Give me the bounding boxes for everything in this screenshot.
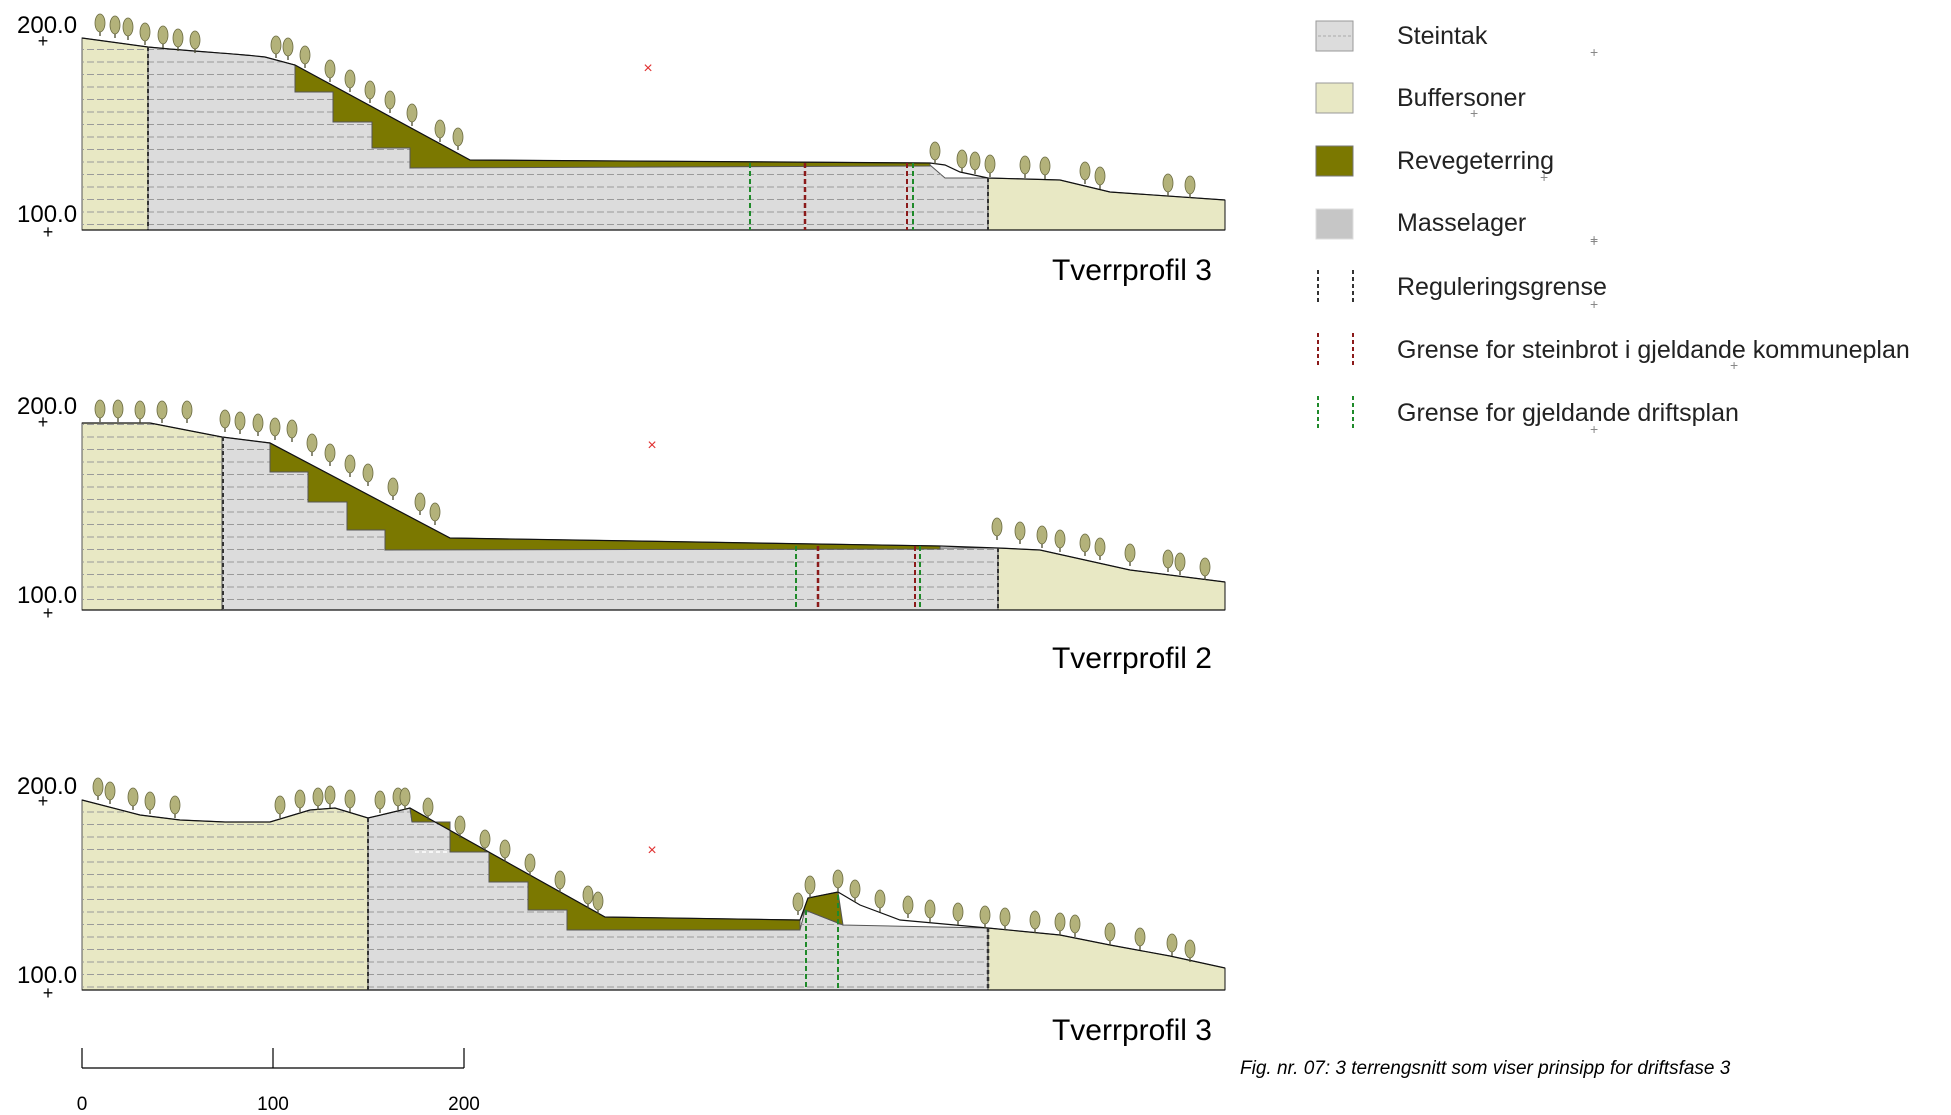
tick-mark: + — [38, 412, 49, 432]
svg-text:+: + — [1470, 105, 1478, 121]
legend-crosshairs: +++ +++ ++ — [1470, 44, 1738, 437]
legend-item-driftsplan: Grense for gjeldande driftsplan — [1317, 396, 1739, 429]
terrain-line — [81, 799, 1226, 969]
scale-bar: 0 100 200 — [77, 1048, 480, 1115]
y-top-label: 200.0 — [17, 12, 77, 39]
y-bottom-label: 100.0 — [17, 962, 77, 989]
legend-item-kommuneplan: Grense for steinbrot i gjeldande kommune… — [1317, 333, 1910, 366]
profile-2: × 200.0 + 100.0 + Tverrprofil 2 — [17, 393, 1226, 675]
revegetation-slope — [409, 807, 801, 931]
tick-mark: + — [43, 222, 54, 242]
hatch-overlay — [82, 423, 998, 610]
buffer-zone-right — [997, 547, 1226, 611]
profile-1: × 200.0 + 100.0 + Tverrprofil 3 — [17, 12, 1226, 287]
legend-label: Steintak — [1397, 22, 1488, 50]
center-marker: × — [647, 437, 656, 454]
profile-3: × 200.0 + 100.0 + Tverrprofil 3 — [17, 773, 1226, 1047]
tick-mark: + — [43, 603, 54, 623]
y-top-label: 200.0 — [17, 393, 77, 420]
legend-label: Revegeterring — [1397, 147, 1554, 175]
svg-text:+: + — [1590, 296, 1598, 312]
y-bottom-label: 100.0 — [17, 582, 77, 609]
y-top-label: 200.0 — [17, 773, 77, 800]
legend: Steintak Buffersoner Revegeterring Masse… — [1315, 20, 1910, 437]
legend-item-masselager: Masselager — [1315, 208, 1526, 240]
legend-swatch — [1315, 145, 1354, 177]
figure-caption: Fig. nr. 07: 3 terrengsnitt som viser pr… — [1240, 1058, 1731, 1079]
center-marker: × — [643, 60, 652, 77]
tick-mark: + — [38, 791, 49, 811]
scale-label: 100 — [257, 1094, 289, 1115]
svg-text:+: + — [1590, 231, 1598, 247]
svg-text:+: + — [1540, 169, 1548, 185]
scale-label: 0 — [77, 1094, 88, 1115]
terrain-line — [81, 37, 1226, 201]
tick-mark: + — [43, 983, 54, 1003]
svg-text:+: + — [1590, 233, 1598, 249]
legend-label: Masselager — [1397, 209, 1526, 237]
legend-swatch — [1315, 82, 1354, 114]
y-bottom-label: 100.0 — [17, 201, 77, 228]
legend-label: Buffersoner — [1397, 84, 1526, 112]
profile-title: Tverrprofil 3 — [1052, 254, 1212, 287]
legend-item-buffersoner: Buffersoner — [1315, 82, 1526, 114]
profile-title: Tverrprofil 3 — [1052, 1014, 1212, 1047]
hatch-overlay — [82, 38, 988, 230]
svg-text:+: + — [1590, 421, 1598, 437]
terrain-line — [82, 422, 1226, 583]
legend-item-steintak: Steintak — [1315, 20, 1488, 52]
legend-swatch — [1315, 208, 1354, 240]
center-marker: × — [647, 842, 656, 859]
scale-label: 200 — [448, 1094, 480, 1115]
legend-label: Grense for steinbrot i gjeldande kommune… — [1397, 336, 1910, 364]
legend-label: Grense for gjeldande driftsplan — [1397, 399, 1739, 427]
tick-mark: + — [38, 31, 49, 51]
svg-text:+: + — [1730, 357, 1738, 373]
profile-title: Tverrprofil 2 — [1052, 642, 1212, 675]
legend-item-reguleringsgrense: Reguleringsgrense — [1317, 270, 1607, 303]
legend-item-revegeterring: Revegeterring — [1315, 145, 1554, 177]
svg-text:+: + — [1590, 44, 1598, 60]
legend-label: Reguleringsgrense — [1397, 273, 1607, 301]
hatch-overlay — [82, 800, 988, 990]
